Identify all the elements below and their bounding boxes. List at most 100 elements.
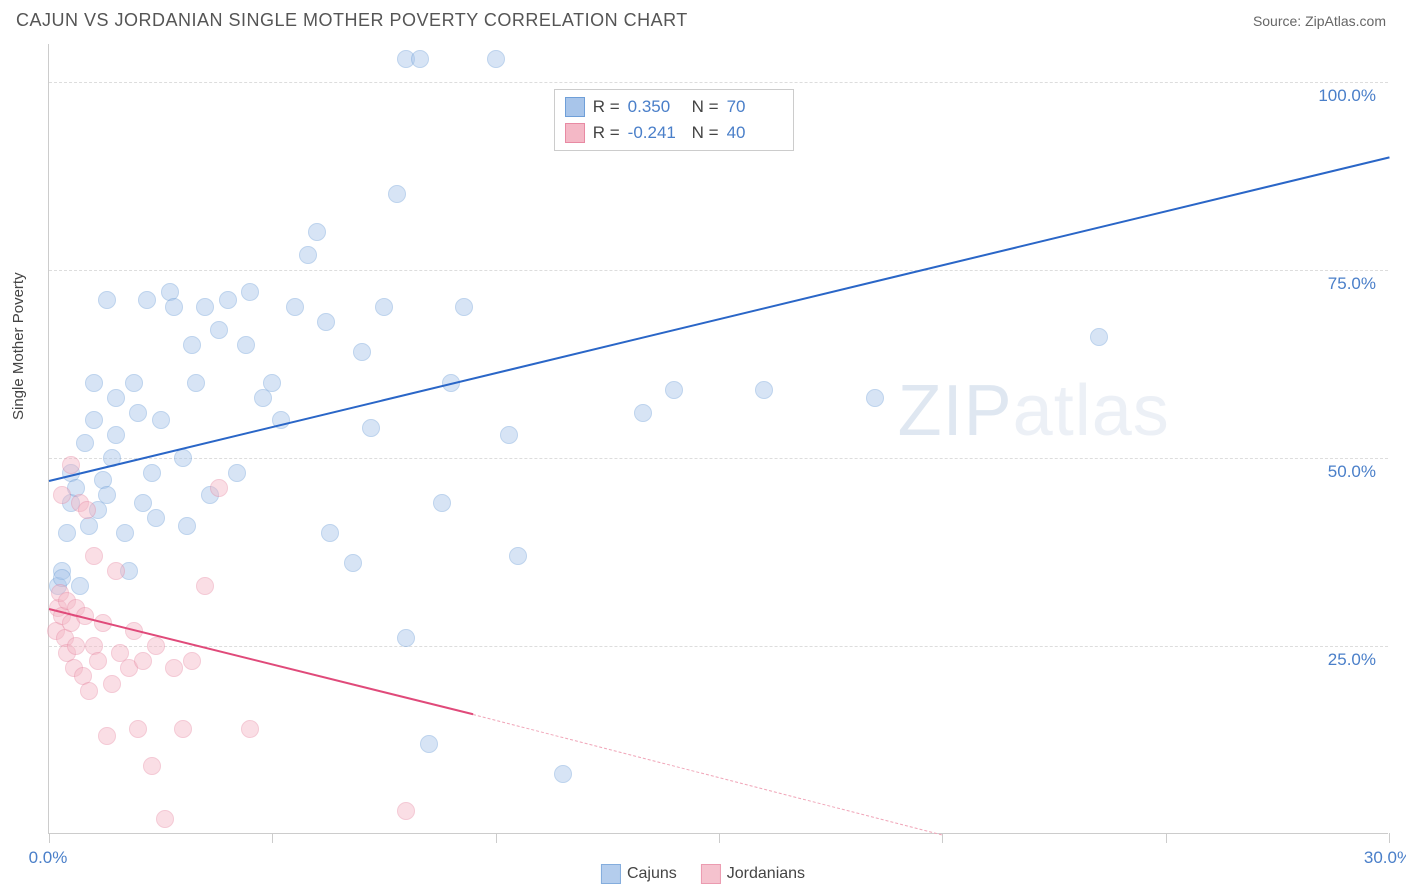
data-point: [165, 659, 183, 677]
scatter-chart: 25.0% 50.0% 75.0% 100.0% ZIPatlas R =0.350N =…: [48, 44, 1388, 834]
data-point: [263, 374, 281, 392]
data-point: [107, 389, 125, 407]
data-point: [183, 652, 201, 670]
data-point: [210, 479, 228, 497]
data-point: [147, 509, 165, 527]
data-point: [228, 464, 246, 482]
data-point: [78, 501, 96, 519]
trend-line: [49, 608, 474, 715]
data-point: [500, 426, 518, 444]
legend: Cajuns Jordanians: [601, 864, 805, 884]
data-point: [98, 291, 116, 309]
data-point: [286, 298, 304, 316]
data-point: [98, 727, 116, 745]
data-point: [67, 637, 85, 655]
x-tick: [272, 833, 273, 843]
legend-item: Cajuns: [601, 864, 677, 884]
data-point: [138, 291, 156, 309]
data-point: [58, 524, 76, 542]
data-point: [107, 426, 125, 444]
data-point: [71, 577, 89, 595]
gridline: [49, 270, 1388, 271]
data-point: [509, 547, 527, 565]
data-point: [85, 374, 103, 392]
x-tick: [49, 833, 50, 843]
data-point: [196, 298, 214, 316]
data-point: [107, 562, 125, 580]
chart-header: CAJUN VS JORDANIAN SINGLE MOTHER POVERTY…: [0, 0, 1406, 37]
data-point: [866, 389, 884, 407]
data-point: [241, 283, 259, 301]
data-point: [397, 629, 415, 647]
x-tick-label: 30.0%: [1364, 848, 1406, 868]
data-point: [420, 735, 438, 753]
data-point: [317, 313, 335, 331]
y-tick-label: 75.0%: [1328, 274, 1376, 294]
data-point: [237, 336, 255, 354]
gridline: [49, 646, 1388, 647]
x-tick: [942, 833, 943, 843]
data-point: [210, 321, 228, 339]
data-point: [375, 298, 393, 316]
data-point: [165, 298, 183, 316]
data-point: [353, 343, 371, 361]
data-point: [487, 50, 505, 68]
trend-line: [473, 714, 942, 835]
legend-item: Jordanians: [701, 864, 805, 884]
y-tick-label: 50.0%: [1328, 462, 1376, 482]
data-point: [183, 336, 201, 354]
data-point: [187, 374, 205, 392]
data-point: [143, 464, 161, 482]
stats-legend: R =0.350N =70R =-0.241N =40: [554, 89, 794, 151]
data-point: [103, 675, 121, 693]
data-point: [134, 652, 152, 670]
watermark: ZIPatlas: [898, 370, 1170, 452]
data-point: [125, 374, 143, 392]
data-point: [308, 223, 326, 241]
data-point: [147, 637, 165, 655]
data-point: [433, 494, 451, 512]
data-point: [156, 810, 174, 828]
stats-row: R =0.350N =70: [565, 94, 783, 120]
data-point: [554, 765, 572, 783]
source-attribution: Source: ZipAtlas.com: [1253, 13, 1386, 29]
data-point: [397, 802, 415, 820]
data-point: [196, 577, 214, 595]
data-point: [241, 720, 259, 738]
gridline: [49, 82, 1388, 83]
x-tick: [1389, 833, 1390, 843]
y-axis-label: Single Mother Poverty: [10, 272, 27, 420]
x-tick: [719, 833, 720, 843]
data-point: [174, 720, 192, 738]
data-point: [455, 298, 473, 316]
data-point: [1090, 328, 1108, 346]
stats-row: R =-0.241N =40: [565, 120, 783, 146]
data-point: [129, 404, 147, 422]
data-point: [129, 720, 147, 738]
data-point: [634, 404, 652, 422]
data-point: [411, 50, 429, 68]
data-point: [116, 524, 134, 542]
data-point: [219, 291, 237, 309]
data-point: [89, 652, 107, 670]
data-point: [76, 434, 94, 452]
gridline: [49, 458, 1388, 459]
trend-line: [49, 157, 1390, 483]
data-point: [80, 682, 98, 700]
data-point: [388, 185, 406, 203]
data-point: [178, 517, 196, 535]
x-tick: [1166, 833, 1167, 843]
data-point: [321, 524, 339, 542]
data-point: [143, 757, 161, 775]
data-point: [299, 246, 317, 264]
chart-title: CAJUN VS JORDANIAN SINGLE MOTHER POVERTY…: [16, 10, 688, 31]
y-tick-label: 100.0%: [1318, 86, 1376, 106]
data-point: [98, 486, 116, 504]
data-point: [53, 486, 71, 504]
x-tick-label: 0.0%: [29, 848, 68, 868]
data-point: [85, 411, 103, 429]
data-point: [134, 494, 152, 512]
data-point: [344, 554, 362, 572]
data-point: [62, 456, 80, 474]
y-tick-label: 25.0%: [1328, 650, 1376, 670]
